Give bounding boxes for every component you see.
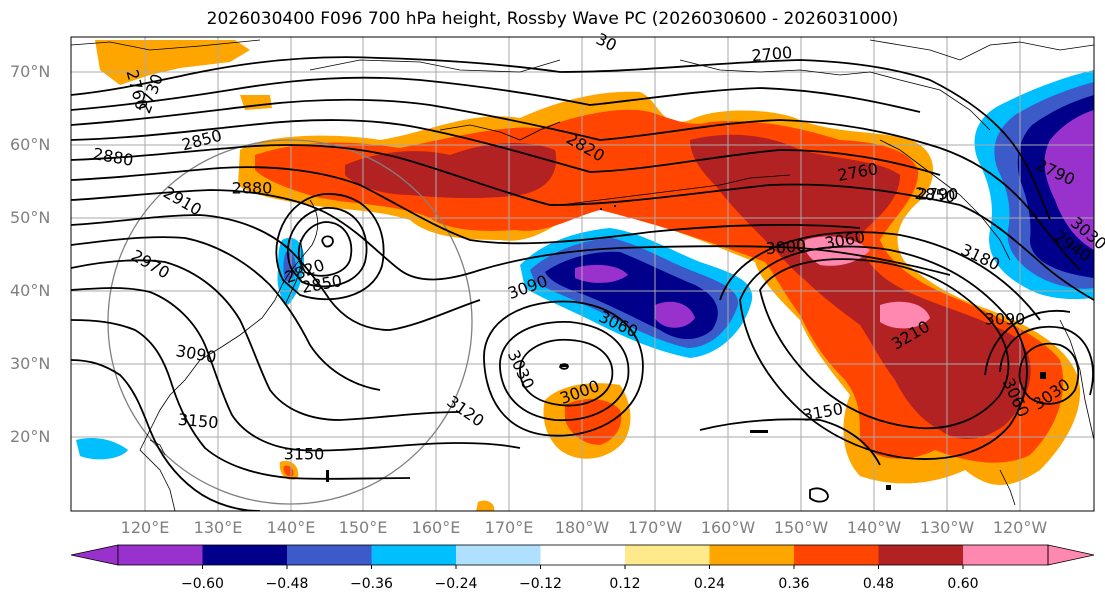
colorbar	[70, 544, 1095, 569]
colorbar-band	[709, 545, 794, 565]
longitude-label: 170°E	[484, 518, 534, 537]
longitude-label: 160°E	[411, 518, 461, 537]
latitude-label: 20°N	[10, 427, 51, 446]
colorbar-band	[878, 545, 963, 565]
latitude-label: 70°N	[10, 62, 51, 81]
contour-label: 3090	[985, 310, 1026, 329]
latitude-label: 50°N	[10, 208, 51, 227]
longitude-label: 140°E	[266, 518, 316, 537]
longitude-label: 150°E	[338, 518, 388, 537]
latitude-label: 60°N	[10, 135, 51, 154]
colorbar-tick-label: −0.12	[519, 576, 562, 592]
negative-anomaly-shading	[76, 70, 1094, 460]
colorbar-tick-label: 0.24	[693, 576, 726, 592]
contour-label: 3150	[284, 445, 325, 464]
colorbar-band	[202, 545, 287, 565]
latitude-label: 40°N	[10, 281, 51, 300]
latitude-label: 30°N	[10, 354, 51, 373]
plot-frame	[70, 36, 1095, 512]
colorbar-band	[118, 545, 203, 565]
coastlines	[71, 39, 1094, 511]
contour-label: 2880	[232, 179, 273, 198]
positive-anomaly-shading	[95, 40, 1081, 511]
colorbar-tick-label: −0.36	[350, 576, 393, 592]
longitude-label: 130°E	[193, 518, 243, 537]
contour-label: 3000	[765, 236, 807, 258]
contour-label: 2790	[918, 185, 959, 204]
islands	[326, 205, 1046, 490]
map-title: 2026030400 F096 700 hPa height, Rossby W…	[206, 9, 899, 29]
colorbar-tick-label: 0.12	[609, 576, 641, 592]
colorbar-extend-low	[70, 544, 119, 566]
longitude-label: 150°W	[773, 518, 829, 537]
colorbar-tick-label: 0.60	[947, 576, 979, 592]
longitude-label: 180°W	[554, 518, 610, 537]
longitude-label: 160°W	[700, 518, 756, 537]
contour-label: 2700	[751, 43, 793, 65]
colorbar-extend-high	[1047, 544, 1095, 566]
contour-label: 2850	[914, 184, 956, 206]
colorbar-band	[287, 545, 372, 565]
colorbar-band	[456, 545, 541, 565]
colorbar-band	[625, 545, 710, 565]
graticule	[71, 37, 1094, 511]
contour-label: 3150	[177, 410, 219, 432]
colorbar-tick-label: 0.36	[778, 576, 810, 592]
longitude-label: 140°W	[846, 518, 902, 537]
longitude-label: 120°E	[120, 518, 170, 537]
longitude-label: 120°W	[992, 518, 1048, 537]
height-contours	[71, 56, 1094, 511]
longitude-label: 130°W	[919, 518, 975, 537]
colorbar-outline	[117, 544, 1049, 566]
colorbar-tick-label: −0.24	[434, 576, 478, 592]
longitude-label: 170°W	[627, 518, 683, 537]
colorbar-band	[371, 545, 456, 565]
colorbar-band	[963, 545, 1048, 565]
colorbar-band	[794, 545, 879, 565]
colorbar-tick-label: −0.60	[181, 576, 224, 592]
colorbar-tick-label: −0.48	[265, 576, 309, 592]
colorbar-tick-label: 0.48	[862, 576, 895, 592]
colorbar-band	[540, 545, 625, 565]
